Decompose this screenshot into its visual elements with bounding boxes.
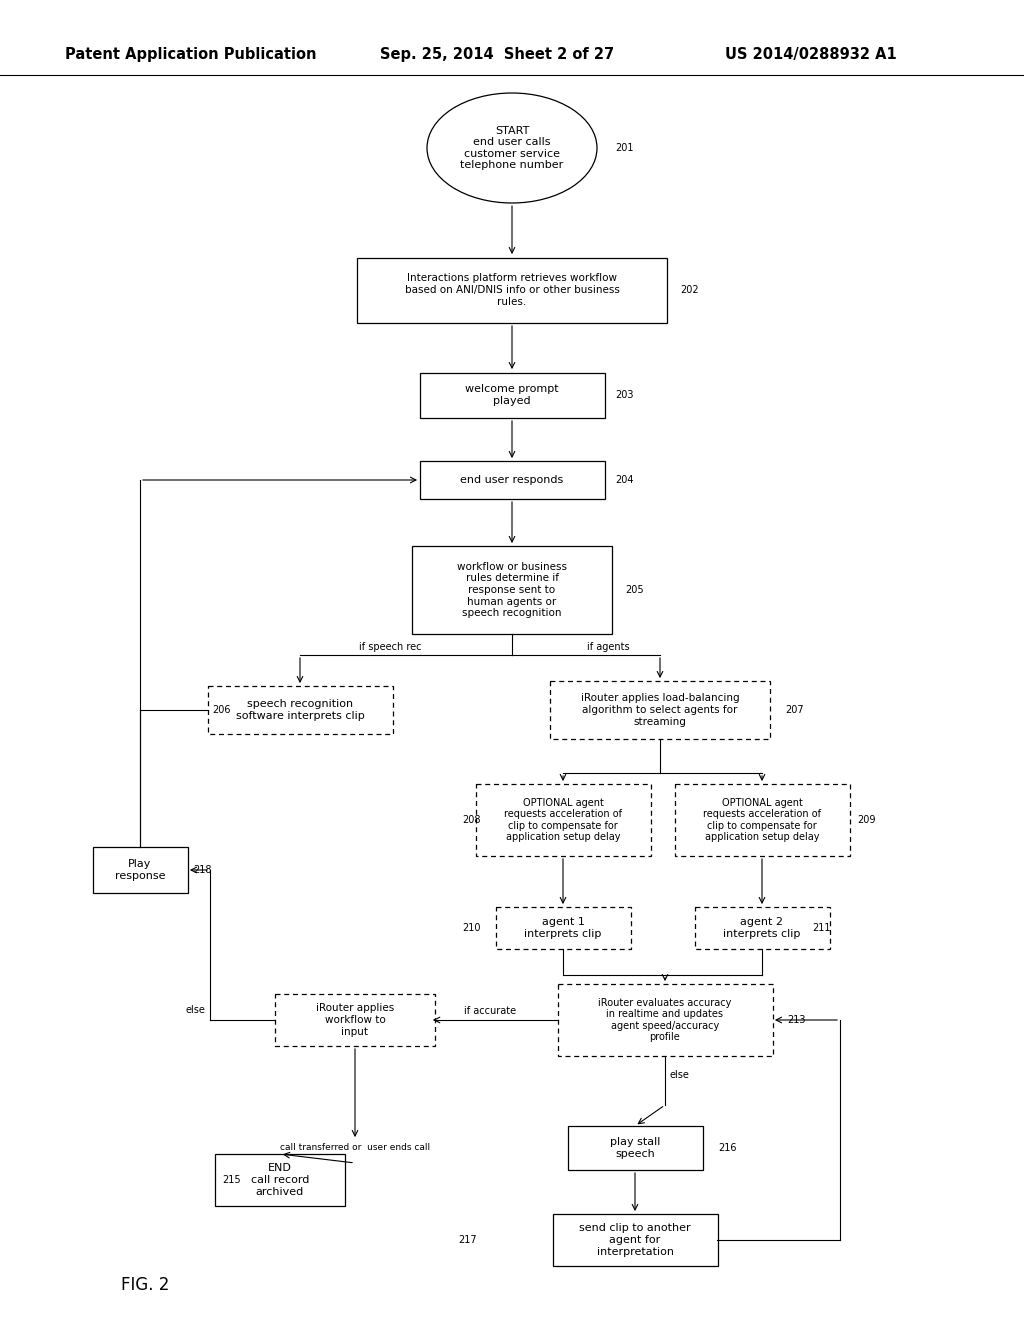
Bar: [420, 372, 604, 417]
Bar: [557, 983, 772, 1056]
Text: if agents: if agents: [587, 642, 630, 652]
Text: 202: 202: [680, 285, 698, 294]
Text: US 2014/0288932 A1: US 2014/0288932 A1: [725, 48, 897, 62]
Text: END
call record
archived: END call record archived: [251, 1163, 309, 1197]
Bar: [496, 907, 631, 949]
Text: play stall
speech: play stall speech: [610, 1138, 660, 1159]
Text: iRouter applies load-balancing
algorithm to select agents for
streaming: iRouter applies load-balancing algorithm…: [581, 693, 739, 726]
Text: if speech rec: if speech rec: [358, 642, 421, 652]
Bar: [567, 1126, 702, 1170]
Text: 216: 216: [718, 1143, 736, 1152]
Text: 208: 208: [462, 814, 480, 825]
Bar: [675, 784, 850, 855]
Text: 207: 207: [785, 705, 804, 715]
Text: Patent Application Publication: Patent Application Publication: [65, 48, 316, 62]
Text: OPTIONAL agent
requests acceleration of
clip to compensate for
application setup: OPTIONAL agent requests acceleration of …: [703, 797, 821, 842]
Text: 213: 213: [787, 1015, 806, 1026]
Text: agent 2
interprets clip: agent 2 interprets clip: [723, 917, 801, 939]
Bar: [92, 847, 187, 894]
Bar: [357, 257, 667, 322]
Text: 204: 204: [615, 475, 634, 484]
Text: 218: 218: [193, 865, 212, 875]
Text: else: else: [670, 1071, 690, 1080]
Ellipse shape: [427, 92, 597, 203]
Text: speech recognition
software interprets clip: speech recognition software interprets c…: [236, 700, 365, 721]
Text: Sep. 25, 2014  Sheet 2 of 27: Sep. 25, 2014 Sheet 2 of 27: [380, 48, 614, 62]
Bar: [208, 686, 392, 734]
Bar: [275, 994, 435, 1045]
Bar: [694, 907, 829, 949]
Text: if accurate: if accurate: [464, 1006, 516, 1016]
Text: end user responds: end user responds: [461, 475, 563, 484]
Bar: [553, 1214, 718, 1266]
Bar: [215, 1154, 345, 1206]
Text: 201: 201: [615, 143, 634, 153]
Text: FIG. 2: FIG. 2: [121, 1276, 169, 1294]
Text: START
end user calls
customer service
telephone number: START end user calls customer service te…: [461, 125, 563, 170]
Text: OPTIONAL agent
requests acceleration of
clip to compensate for
application setup: OPTIONAL agent requests acceleration of …: [504, 797, 622, 842]
Text: send clip to another
agent for
interpretation: send clip to another agent for interpret…: [580, 1224, 691, 1257]
Text: 210: 210: [462, 923, 480, 933]
Text: agent 1
interprets clip: agent 1 interprets clip: [524, 917, 602, 939]
Text: 209: 209: [857, 814, 876, 825]
Text: 203: 203: [615, 389, 634, 400]
Text: Play
response: Play response: [115, 859, 165, 880]
Bar: [420, 461, 604, 499]
Bar: [550, 681, 770, 739]
Text: 206: 206: [212, 705, 230, 715]
Text: welcome prompt
played: welcome prompt played: [465, 384, 559, 405]
Text: 215: 215: [222, 1175, 241, 1185]
Text: workflow or business
rules determine if
response sent to
human agents or
speech : workflow or business rules determine if …: [457, 562, 567, 618]
Text: 211: 211: [812, 923, 830, 933]
Text: iRouter applies
workflow to
input: iRouter applies workflow to input: [315, 1003, 394, 1036]
Text: else: else: [185, 1005, 205, 1015]
Bar: [475, 784, 650, 855]
Text: call transferred or  user ends call: call transferred or user ends call: [280, 1143, 430, 1152]
Text: 217: 217: [458, 1236, 476, 1245]
Text: iRouter evaluates accuracy
in realtime and updates
agent speed/accuracy
profile: iRouter evaluates accuracy in realtime a…: [598, 998, 732, 1043]
Bar: [412, 546, 612, 634]
Text: Interactions platform retrieves workflow
based on ANI/DNIS info or other busines: Interactions platform retrieves workflow…: [404, 273, 620, 306]
Text: 205: 205: [625, 585, 644, 595]
